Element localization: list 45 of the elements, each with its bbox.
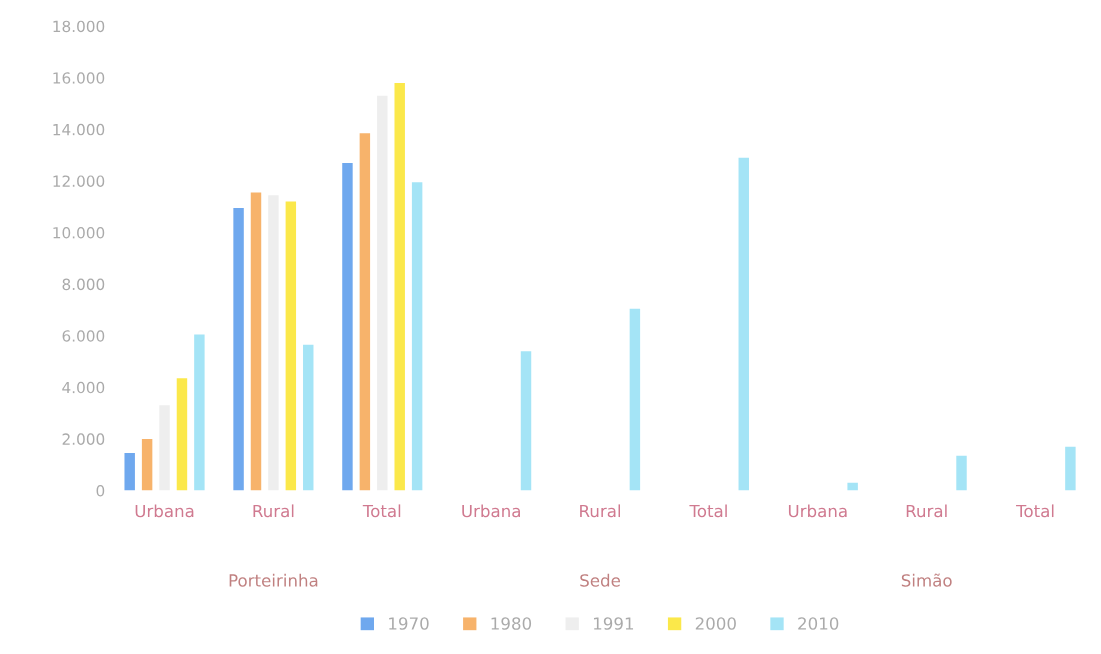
text: Sede xyxy=(580,573,620,587)
bar xyxy=(394,82,405,491)
legend-label: 1991 xyxy=(594,617,634,630)
bar xyxy=(124,453,135,491)
legend-label: 2010 xyxy=(798,617,839,630)
legend-label: 2000 xyxy=(695,617,736,630)
y-tick-label: 2.000 xyxy=(62,433,105,445)
bar xyxy=(342,162,353,491)
bar xyxy=(250,192,262,491)
y-tick-label: 6.000 xyxy=(62,330,105,342)
bar xyxy=(141,438,153,491)
bar xyxy=(738,157,749,491)
y-tick-label: 14.000 xyxy=(53,123,105,136)
bar xyxy=(194,334,205,491)
legend-label: 1980 xyxy=(491,617,532,630)
y-tick-label: 16.000 xyxy=(53,72,105,84)
x-tick-label: Urbana xyxy=(788,504,847,518)
bar xyxy=(629,308,641,491)
y-tick-label: 0 xyxy=(96,484,105,497)
x-tick-label: Total xyxy=(689,504,727,518)
bar xyxy=(233,208,244,491)
x-tick-label: Rural xyxy=(580,504,621,518)
x-tick-label: Rural xyxy=(253,504,294,518)
y-tick-label: 8.000 xyxy=(62,278,105,291)
legend-label: 1970 xyxy=(389,617,429,630)
text: Porteirinha xyxy=(229,573,318,587)
y-tick-label: 18.000 xyxy=(53,20,105,33)
bar xyxy=(956,455,967,491)
bar xyxy=(520,351,532,491)
bar xyxy=(359,133,371,491)
text: Simão xyxy=(901,573,952,587)
x-tick-label: Urbana xyxy=(462,504,520,518)
bar xyxy=(176,378,188,491)
bar xyxy=(847,482,858,491)
bar xyxy=(285,201,297,491)
y-tick-label: 4.000 xyxy=(62,381,105,394)
bar xyxy=(1065,446,1076,491)
x-tick-label: Total xyxy=(1016,504,1054,518)
bar xyxy=(411,182,423,491)
bar xyxy=(303,344,314,491)
y-tick-label: 10.000 xyxy=(53,227,105,239)
x-tick-label: Urbana xyxy=(135,504,194,518)
x-tick-label: Rural xyxy=(906,504,947,518)
y-tick-label: 12.000 xyxy=(53,175,105,187)
x-tick-label: Total xyxy=(362,504,401,518)
